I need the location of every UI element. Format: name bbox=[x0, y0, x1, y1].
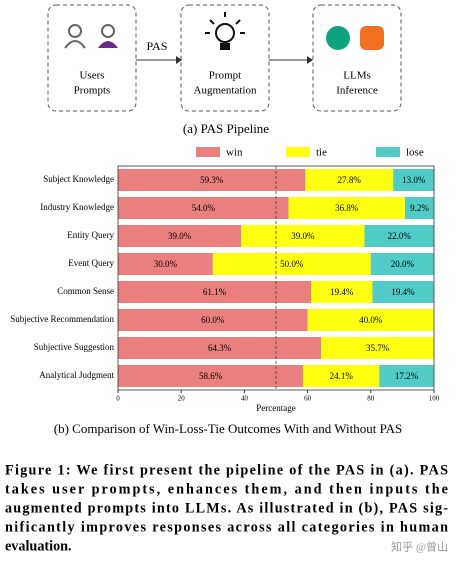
bar-segment bbox=[393, 169, 435, 191]
node-box bbox=[312, 4, 402, 112]
value-label: 19.4% bbox=[330, 287, 354, 297]
bar-segment bbox=[288, 197, 405, 219]
x-tick-label: 40 bbox=[241, 395, 249, 403]
legend-label: lose bbox=[406, 147, 424, 159]
edge-label: PAS bbox=[147, 39, 168, 53]
pipeline bbox=[47, 4, 402, 112]
legend-swatch bbox=[286, 147, 310, 157]
legend-label: tie bbox=[316, 147, 327, 159]
node-label: Users bbox=[79, 70, 104, 82]
bar-segment bbox=[118, 281, 312, 303]
watermark: 知乎 @曾山 bbox=[391, 540, 448, 554]
bar-segment bbox=[241, 225, 365, 247]
y-tick-label: Entity Query bbox=[67, 230, 114, 240]
bar-segment bbox=[307, 309, 434, 331]
user-icon bbox=[64, 40, 86, 49]
bar-segment bbox=[372, 281, 434, 303]
chart: win tie lose Subject Knowledge 59.3% 27.8% 13.… bbox=[10, 147, 439, 414]
y-tick-label: Subject Knowledge bbox=[43, 174, 114, 184]
y-tick-label: Common Sense bbox=[57, 286, 114, 296]
value-label: 61.1% bbox=[203, 287, 227, 297]
bar-segment bbox=[118, 225, 242, 247]
value-label: 22.0% bbox=[388, 231, 412, 241]
value-label: 9.2% bbox=[410, 203, 429, 213]
x-axis-label: Percentage bbox=[256, 403, 295, 413]
bar-segment bbox=[303, 365, 380, 387]
bar-segment bbox=[212, 253, 371, 275]
y-tick-label: Subjective Recommendation bbox=[10, 314, 114, 324]
x-tick-label: 100 bbox=[429, 395, 440, 403]
legend-label: win bbox=[226, 147, 243, 159]
bar-segment bbox=[370, 253, 434, 275]
node-label: Prompts bbox=[74, 85, 111, 97]
bar-segment bbox=[118, 197, 289, 219]
value-label: 59.3% bbox=[200, 175, 224, 185]
y-tick-label: Subjective Suggestion bbox=[34, 342, 115, 352]
bar-segment bbox=[321, 337, 434, 359]
node-label: Inference bbox=[336, 85, 378, 97]
bar-segment bbox=[118, 253, 213, 275]
value-label: 36.8% bbox=[335, 203, 359, 213]
caption-line: nificantly improves responses across all… bbox=[5, 519, 448, 535]
user-icon bbox=[98, 41, 118, 48]
bar-segment bbox=[311, 281, 373, 303]
node-box bbox=[47, 4, 137, 112]
caption-line: evaluation. bbox=[5, 538, 72, 554]
caption-line: takes user prompts, enhances them, and t… bbox=[5, 481, 448, 497]
arrow-head bbox=[176, 56, 182, 64]
value-label: 54.0% bbox=[192, 203, 216, 213]
bar-segment bbox=[118, 309, 308, 331]
value-label: 39.0% bbox=[291, 231, 315, 241]
value-label: 40.0% bbox=[359, 315, 383, 325]
y-tick-label: Event Query bbox=[68, 258, 114, 268]
x-tick-label: 20 bbox=[178, 395, 186, 403]
bulb-rays bbox=[205, 12, 245, 34]
icons bbox=[64, 12, 384, 50]
y-tick-label: Analytical Judgment bbox=[39, 370, 114, 380]
figure-caption: Figure 1: We first present the pipeline … bbox=[5, 462, 448, 554]
caption-line: Figure 1: We first present the pipeline … bbox=[5, 462, 448, 478]
value-label: 39.0% bbox=[168, 231, 192, 241]
value-label: 30.0% bbox=[154, 259, 178, 269]
bar-segment bbox=[118, 365, 304, 387]
x-tick-label: 0 bbox=[116, 395, 120, 403]
value-label: 60.0% bbox=[201, 315, 225, 325]
subcaption: (b) Comparison of Win-Loss-Tie Outcomes … bbox=[54, 421, 402, 436]
bar-segment bbox=[379, 365, 434, 387]
value-label: 17.2% bbox=[395, 371, 419, 381]
user-icon bbox=[68, 24, 82, 38]
value-label: 58.6% bbox=[199, 371, 223, 381]
arrow-head bbox=[307, 56, 313, 64]
bar-segment bbox=[404, 197, 434, 219]
value-label: 24.1% bbox=[330, 371, 354, 381]
bulb-icon bbox=[215, 23, 235, 43]
value-label: 19.4% bbox=[391, 287, 415, 297]
llm-icon bbox=[326, 26, 350, 50]
bar-segment bbox=[364, 225, 434, 247]
value-label: 13.0% bbox=[402, 175, 426, 185]
node-label: Prompt bbox=[209, 70, 241, 82]
value-label: 27.8% bbox=[338, 175, 362, 185]
bar-segment bbox=[118, 337, 322, 359]
node-box bbox=[180, 4, 270, 112]
subcaption: (a) PAS Pipeline bbox=[183, 121, 269, 136]
legend-swatch bbox=[376, 147, 400, 157]
value-label: 64.3% bbox=[208, 343, 232, 353]
node-label: Augmentation bbox=[194, 85, 257, 97]
y-tick-label: Industry Knowledge bbox=[40, 202, 114, 212]
bar-segment bbox=[305, 169, 394, 191]
llm-icon bbox=[360, 26, 384, 50]
x-tick-label: 60 bbox=[304, 395, 312, 403]
value-label: 20.0% bbox=[391, 259, 415, 269]
x-tick-label: 80 bbox=[367, 395, 375, 403]
user-icon bbox=[101, 24, 115, 38]
value-label: 35.7% bbox=[366, 343, 390, 353]
value-label: 50.0% bbox=[280, 259, 304, 269]
caption-line: augmented prompts into LLMs. As illustra… bbox=[5, 500, 448, 516]
bulb-icon bbox=[220, 43, 230, 50]
node-label: LLMs bbox=[343, 70, 371, 82]
bar-segment bbox=[118, 169, 306, 191]
legend-swatch bbox=[196, 147, 220, 157]
